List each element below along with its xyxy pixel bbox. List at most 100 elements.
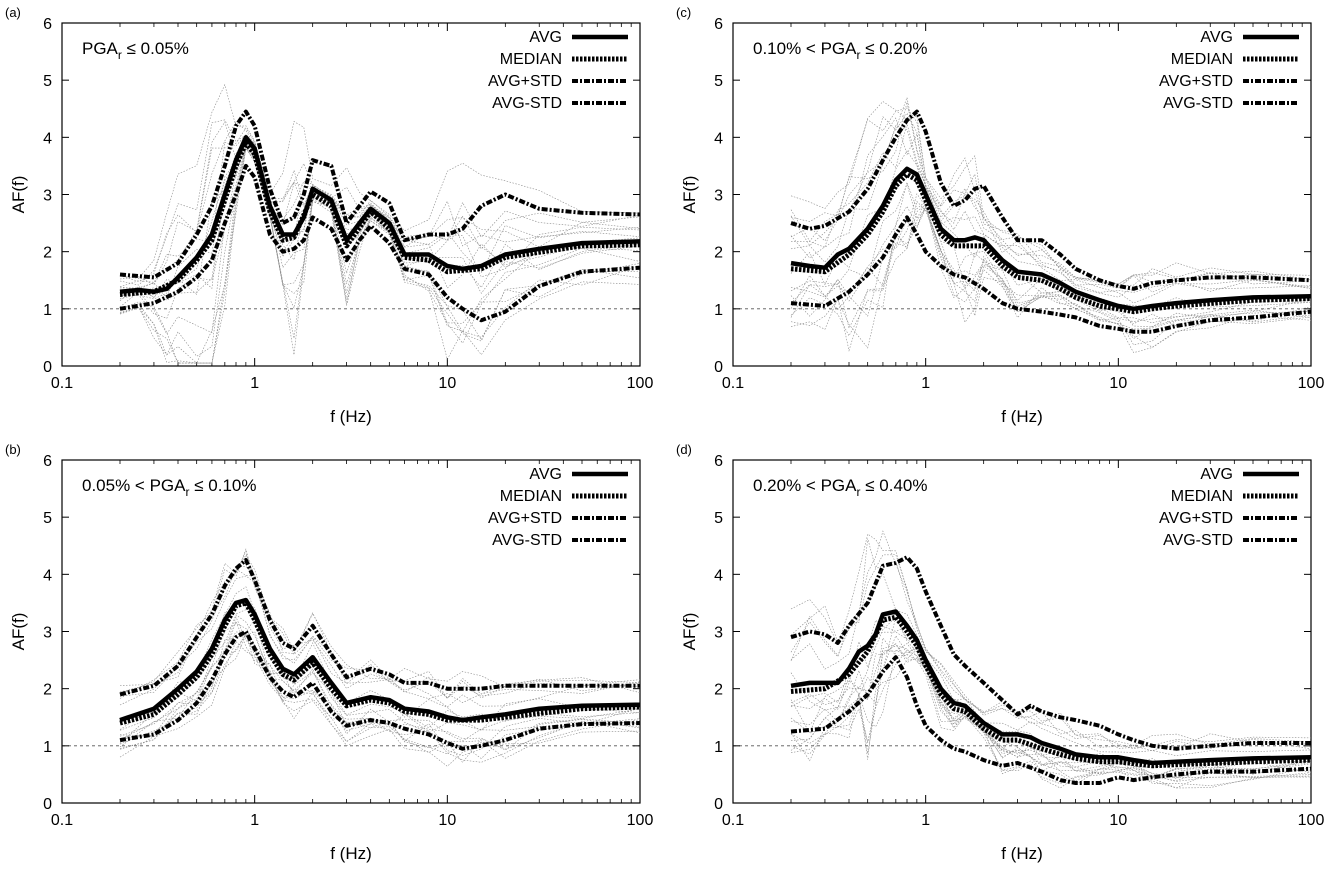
condition-label: 0.20% < PGAr ≤ 0.40% <box>753 476 927 499</box>
x-axis-label: f (Hz) <box>330 844 372 863</box>
record-trace <box>790 207 1311 354</box>
series-line-avg <box>119 135 640 294</box>
series-line-median <box>119 600 640 726</box>
record-trace <box>119 633 640 763</box>
record-trace <box>119 146 640 364</box>
y-tick-label: 1 <box>43 302 52 319</box>
y-tick-label: 3 <box>714 625 723 642</box>
legend-label: MEDIAN <box>1171 488 1233 505</box>
record-trace <box>119 568 640 703</box>
record-trace <box>119 554 640 695</box>
y-tick-label: 6 <box>43 453 52 470</box>
y-tick-label: 3 <box>43 625 52 642</box>
y-tick-label: 2 <box>714 245 723 262</box>
legend-label: AVG+STD <box>488 73 562 90</box>
y-tick-label: 0 <box>43 796 52 813</box>
record-trace <box>119 640 640 759</box>
record-trace <box>119 566 640 699</box>
record-trace <box>119 121 640 288</box>
x-tick-label: 10 <box>438 812 456 829</box>
y-tick-label: 0 <box>43 359 52 376</box>
record-trace <box>790 101 1311 285</box>
x-tick-label: 100 <box>1298 812 1325 829</box>
legend-label: AVG-STD <box>1163 95 1233 112</box>
y-axis-label: AF(f) <box>9 613 28 651</box>
series-line-avg <box>790 166 1311 312</box>
panel-letter: (c) <box>676 5 691 20</box>
y-tick-label: 1 <box>714 739 723 756</box>
record-trace <box>119 575 640 708</box>
record-trace <box>790 560 1311 752</box>
record-trace <box>790 631 1311 779</box>
record-trace <box>119 147 640 364</box>
y-tick-label: 4 <box>714 567 723 584</box>
x-axis-label: f (Hz) <box>330 407 372 426</box>
panel-letter: (b) <box>5 442 21 457</box>
y-axis-label: AF(f) <box>680 176 699 214</box>
condition-label: PGAr ≤ 0.05% <box>82 39 189 62</box>
series-line-avg-std <box>119 163 640 323</box>
y-tick-label: 3 <box>43 188 52 205</box>
panel-letter: (d) <box>676 442 692 457</box>
x-tick-label: 0.1 <box>722 812 744 829</box>
x-tick-label: 10 <box>1109 812 1127 829</box>
record-trace <box>119 586 640 730</box>
record-trace <box>119 618 640 750</box>
series-line-avg-std <box>790 109 1311 291</box>
legend-label: MEDIAN <box>500 488 562 505</box>
y-tick-label: 6 <box>714 453 723 470</box>
x-tick-label: 0.1 <box>51 375 73 392</box>
series-line-avg-std <box>119 629 640 751</box>
chart-panel-a: (a) 0 1 2 3 4 5 6 0.1 1 10 100 f (Hz) AF(f) PGAr ≤ 0.0… <box>0 0 672 436</box>
legend-label: AVG <box>1200 29 1233 46</box>
y-tick-label: 5 <box>43 73 52 90</box>
record-trace <box>790 643 1311 778</box>
plot-area <box>790 530 1311 789</box>
record-trace <box>790 125 1311 293</box>
legend-label: MEDIAN <box>1171 51 1233 68</box>
x-tick-label: 0.1 <box>51 812 73 829</box>
chart-a-svg: (a) 0 1 2 3 4 5 6 0.1 1 10 100 f (Hz) AF(f) PGAr ≤ 0.0… <box>5 5 654 426</box>
y-tick-label: 5 <box>714 510 723 527</box>
legend-label: AVG-STD <box>1163 532 1233 549</box>
legend-label: AVG+STD <box>1159 510 1233 527</box>
y-tick-label: 3 <box>714 188 723 205</box>
record-trace <box>790 658 1311 789</box>
series-line-median <box>790 614 1311 769</box>
plot-area <box>790 96 1311 354</box>
legend-label: MEDIAN <box>500 51 562 68</box>
record-trace <box>119 139 640 301</box>
x-tick-label: 100 <box>627 375 654 392</box>
x-tick-label: 1 <box>250 812 259 829</box>
record-trace <box>119 623 640 744</box>
plot-area <box>119 548 640 767</box>
record-trace <box>790 533 1311 746</box>
legend-label: AVG <box>529 466 562 483</box>
x-tick-label: 1 <box>250 375 259 392</box>
chart-d-svg: (d) 0 1 2 3 4 5 6 0.1 1 10 100 f (Hz) AF(f) 0.20% < PG… <box>676 442 1325 863</box>
y-tick-label: 6 <box>714 16 723 33</box>
y-tick-label: 2 <box>43 682 52 699</box>
y-tick-label: 5 <box>43 510 52 527</box>
y-tick-label: 0 <box>714 359 723 376</box>
record-trace <box>119 634 640 767</box>
legend-label: AVG <box>1200 466 1233 483</box>
y-axis-label: AF(f) <box>9 176 28 214</box>
record-trace <box>119 143 640 364</box>
series-line-avg-std <box>790 215 1311 334</box>
legend-label: AVG <box>529 29 562 46</box>
y-tick-label: 4 <box>714 130 723 147</box>
y-tick-label: 4 <box>43 130 52 147</box>
chart-panel-c: (c) 0 1 2 3 4 5 6 0.1 1 10 100 f (Hz) AF(f) 0.10% < PG… <box>671 0 1343 436</box>
record-trace <box>790 205 1311 322</box>
x-tick-label: 10 <box>438 375 456 392</box>
series-line-median <box>119 140 640 297</box>
y-axis-label: AF(f) <box>680 613 699 651</box>
legend-label: AVG-STD <box>492 95 562 112</box>
record-trace <box>790 181 1311 328</box>
plot-area <box>119 83 640 364</box>
record-trace <box>790 538 1311 750</box>
y-tick-label: 5 <box>714 73 723 90</box>
series-line-avg-std <box>790 555 1311 751</box>
record-trace <box>119 119 640 286</box>
